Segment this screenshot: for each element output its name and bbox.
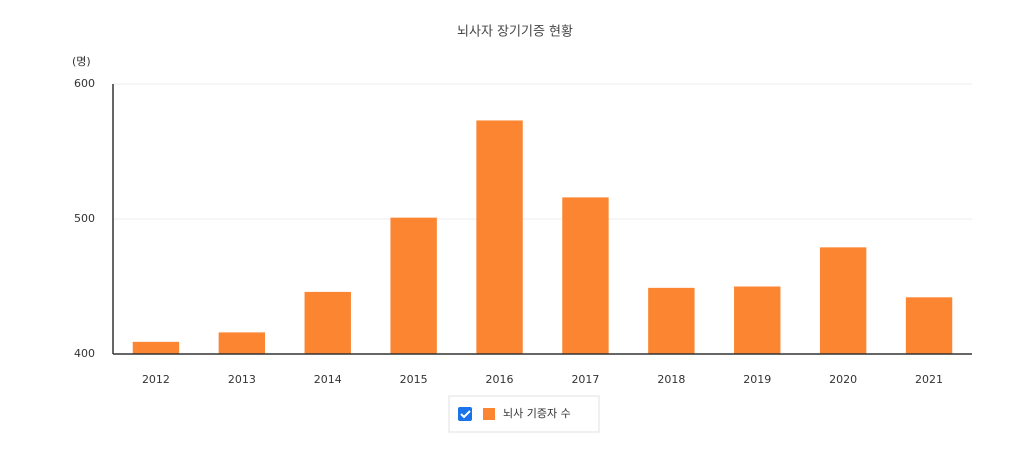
x-tick-label: 2014 xyxy=(314,373,342,386)
x-tick-label: 2013 xyxy=(228,373,256,386)
legend-label: 뇌사 기증자 수 xyxy=(503,407,571,420)
x-tick-label: 2012 xyxy=(142,373,170,386)
legend-checkbox[interactable] xyxy=(458,407,472,421)
x-tick-label: 2016 xyxy=(486,373,514,386)
legend-swatch xyxy=(483,408,495,420)
x-tick-label: 2018 xyxy=(657,373,685,386)
x-tick-label: 2017 xyxy=(571,373,599,386)
y-tick-label: 600 xyxy=(74,77,95,90)
bar xyxy=(132,341,180,354)
x-tick-label: 2015 xyxy=(400,373,428,386)
bar xyxy=(476,120,523,354)
bar xyxy=(819,247,867,354)
y-tick-label: 400 xyxy=(74,347,95,360)
x-tick-label: 2020 xyxy=(829,373,857,386)
chart-title: 뇌사자 장기기증 현황 xyxy=(457,25,573,40)
x-tick-label: 2021 xyxy=(915,373,943,386)
bar xyxy=(562,197,609,354)
bar xyxy=(304,291,351,354)
bar xyxy=(648,287,695,354)
bar xyxy=(905,297,953,354)
x-tick-label: 2019 xyxy=(743,373,771,386)
bar xyxy=(218,332,266,354)
y-tick-label: 500 xyxy=(74,212,95,225)
bar xyxy=(390,217,437,354)
legend-box xyxy=(448,395,600,433)
legend-check xyxy=(460,410,471,419)
bar xyxy=(734,286,781,354)
y-unit: (명) xyxy=(72,55,91,68)
